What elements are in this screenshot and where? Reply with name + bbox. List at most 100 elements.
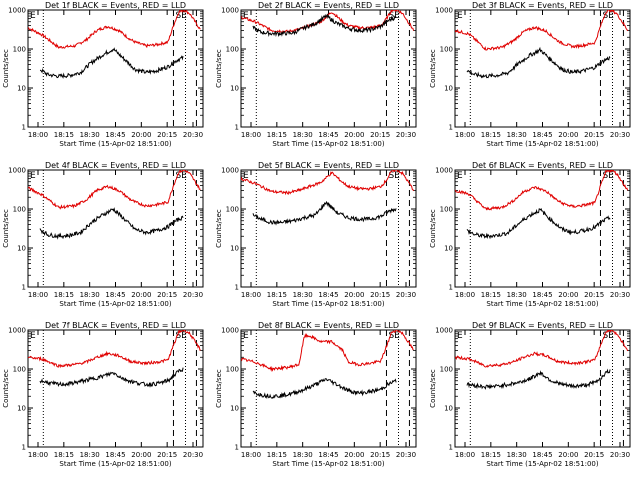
panel-title: Det 6f BLACK = Events, RED = LLD (472, 161, 613, 170)
x-tick-label: 18:15 (481, 291, 501, 299)
x-tick-label: 18:45 (318, 131, 338, 139)
panel-1: Det 1f BLACK = Events, RED = LLD 1 10 100 10… (2, 1, 204, 148)
x-tick-label: 18:00 (455, 291, 475, 299)
series-events-line (39, 367, 184, 388)
y-axis-label: Counts/sec (429, 369, 437, 408)
plot-frame (240, 329, 417, 448)
x-tick-label: 20:00 (344, 451, 364, 459)
x-tick-label: 20:00 (344, 291, 364, 299)
y-tick-label: 10 (444, 245, 453, 253)
y-axis-label: Counts/sec (2, 209, 10, 248)
y-tick-label: 100 (440, 366, 453, 374)
x-tick-label: 18:30 (507, 291, 527, 299)
y-axis-label: Counts/sec (215, 209, 223, 248)
panel-title: Det 9f BLACK = Events, RED = LLD (472, 321, 613, 330)
x-tick-label: 18:30 (293, 131, 313, 139)
panel-title: Det 8f BLACK = Events, RED = LLD (258, 321, 399, 330)
x-axis-label: Start Time (15-Apr-02 18:51:00) (486, 300, 598, 308)
series-lld-line (455, 10, 629, 51)
y-tick-label: 10 (230, 405, 239, 413)
y-axis-label: Counts/sec (2, 49, 10, 88)
x-tick-label: 18:30 (80, 291, 100, 299)
marker-label-right: SE (175, 11, 187, 21)
y-tick-label: 1000 (435, 327, 453, 335)
series-lld-line (28, 170, 201, 210)
x-tick-label: 20:00 (131, 451, 151, 459)
x-tick-label: 18:15 (54, 291, 74, 299)
y-tick-label: 1000 (435, 7, 453, 15)
y-tick-label: 1000 (221, 7, 239, 15)
x-tick-label: 18:15 (267, 131, 287, 139)
y-axis-label: Counts/sec (215, 369, 223, 408)
plot-frame (27, 169, 204, 288)
marker-label-right: SE (388, 331, 400, 341)
panel-3: Det 3f BLACK = Events, RED = LLD 1 10 100 10… (429, 1, 631, 148)
plot-frame (454, 169, 631, 288)
plot-frame (27, 329, 204, 448)
x-tick-label: 20:30 (610, 291, 630, 299)
x-tick-label: 18:30 (507, 451, 527, 459)
x-axis-label: Start Time (15-Apr-02 18:51:00) (59, 300, 171, 308)
marker-label-right: SE (388, 11, 400, 21)
marker-label-right: SE (602, 171, 614, 181)
y-tick-label: 1 (235, 124, 239, 132)
x-tick-label: 18:30 (293, 291, 313, 299)
x-tick-label: 18:45 (532, 131, 552, 139)
x-tick-label: 18:00 (28, 451, 48, 459)
series-lld-line (28, 10, 201, 50)
x-tick-label: 20:15 (370, 131, 390, 139)
y-tick-label: 100 (226, 206, 239, 214)
x-axis-label: Start Time (15-Apr-02 18:51:00) (486, 140, 598, 148)
panel-title: Det 1f BLACK = Events, RED = LLD (45, 1, 186, 10)
x-tick-label: 18:15 (267, 291, 287, 299)
y-tick-label: 1 (22, 444, 26, 452)
x-tick-label: 18:15 (54, 131, 74, 139)
panel-2: Det 2f BLACK = Events, RED = LLD 1 10 100 10… (215, 1, 417, 148)
x-tick-label: 20:30 (610, 451, 630, 459)
y-tick-label: 100 (440, 206, 453, 214)
x-tick-label: 18:45 (318, 291, 338, 299)
series-events-line (252, 378, 397, 400)
marker-label-right: SE (602, 11, 614, 21)
series-events-line (466, 46, 611, 79)
y-tick-label: 100 (226, 366, 239, 374)
marker-label-left: E (30, 171, 36, 181)
marker-label-right: SE (175, 331, 187, 341)
x-axis-label: Start Time (15-Apr-02 18:51:00) (486, 460, 598, 468)
x-tick-label: 20:00 (131, 131, 151, 139)
series-lld-line (455, 330, 629, 368)
x-tick-label: 18:00 (241, 291, 261, 299)
x-tick-label: 18:45 (532, 451, 552, 459)
panel-6: Det 6f BLACK = Events, RED = LLD 1 10 100 10… (429, 161, 631, 308)
x-tick-label: 20:30 (183, 131, 203, 139)
y-axis-label: Counts/sec (429, 209, 437, 248)
x-tick-label: 18:00 (241, 451, 261, 459)
panel-4: Det 4f BLACK = Events, RED = LLD 1 10 100 10… (2, 161, 204, 308)
x-tick-label: 20:15 (370, 451, 390, 459)
x-tick-label: 20:30 (396, 451, 416, 459)
y-axis-label: Counts/sec (2, 369, 10, 408)
x-tick-label: 18:30 (293, 451, 313, 459)
x-tick-label: 20:15 (584, 451, 604, 459)
y-tick-label: 1000 (221, 327, 239, 335)
x-tick-label: 20:00 (558, 451, 578, 459)
y-tick-label: 10 (444, 405, 453, 413)
plot-frame (454, 9, 631, 128)
y-tick-label: 100 (13, 206, 26, 214)
y-tick-label: 10 (444, 85, 453, 93)
panel-8: Det 8f BLACK = Events, RED = LLD 1 10 100 10… (215, 321, 417, 468)
x-tick-label: 20:15 (157, 451, 177, 459)
y-tick-label: 1 (22, 284, 26, 292)
series-events-line (39, 47, 184, 79)
x-tick-label: 18:00 (241, 131, 261, 139)
x-tick-label: 18:15 (481, 451, 501, 459)
x-tick-label: 18:30 (80, 451, 100, 459)
marker-label-right: SE (388, 171, 400, 181)
x-axis-label: Start Time (15-Apr-02 18:51:00) (272, 140, 384, 148)
x-tick-label: 18:45 (105, 131, 125, 139)
x-tick-label: 18:45 (105, 291, 125, 299)
series-events-line (252, 13, 397, 38)
y-tick-label: 10 (230, 245, 239, 253)
x-tick-label: 20:15 (157, 291, 177, 299)
